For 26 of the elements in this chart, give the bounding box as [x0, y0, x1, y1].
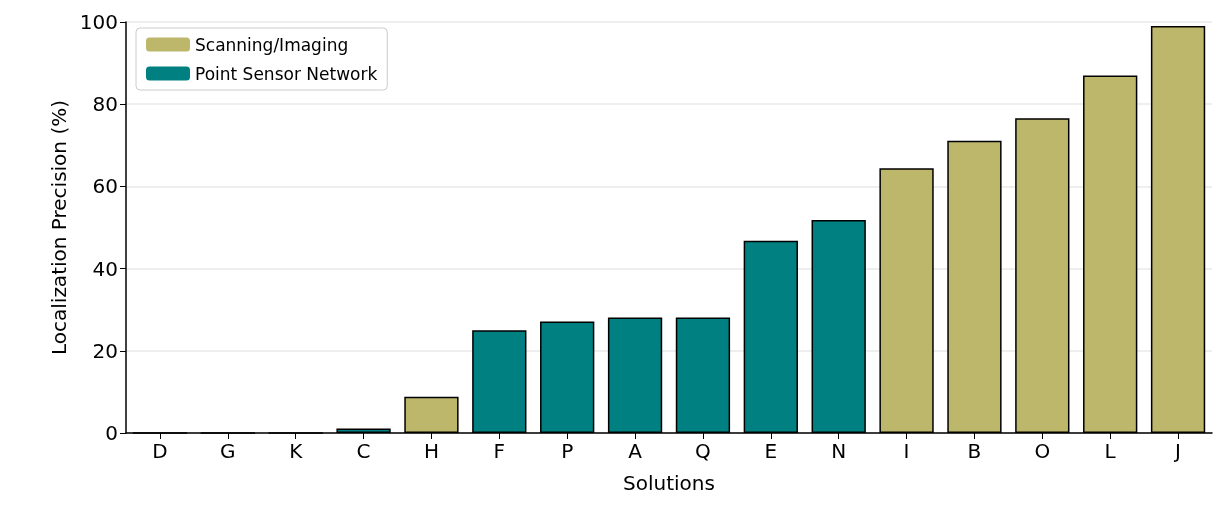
- x-tick-label: E: [764, 439, 778, 463]
- x-tick-label: C: [356, 439, 371, 463]
- x-tick-label: L: [1104, 439, 1117, 463]
- x-axis-title: Solutions: [623, 471, 715, 495]
- x-tick-label: N: [831, 439, 847, 463]
- x-tick-label: D: [152, 439, 168, 463]
- y-axis-title: Localization Precision (%): [46, 99, 71, 356]
- y-tick-label: 0: [105, 421, 118, 445]
- x-tick-label: B: [967, 439, 982, 463]
- x-tick-label: O: [1034, 439, 1051, 463]
- x-tick-label: F: [493, 439, 506, 463]
- legend-label: Scanning/Imaging: [195, 34, 349, 55]
- x-tick-label: A: [628, 439, 643, 463]
- y-tick-label: 60: [92, 174, 118, 199]
- legend-label: Point Sensor Network: [195, 63, 378, 84]
- x-tick-label: H: [423, 439, 439, 463]
- x-tick-label: Q: [695, 439, 711, 463]
- x-tick-label: I: [903, 439, 910, 463]
- x-tick-label: G: [220, 439, 236, 463]
- y-tick-label: 20: [92, 338, 118, 363]
- x-tick-label: P: [561, 439, 574, 463]
- y-tick-label: 100: [79, 10, 118, 34]
- y-tick-label: 40: [92, 256, 118, 281]
- y-tick-label: 80: [92, 92, 118, 117]
- x-tick-label: J: [1173, 439, 1182, 463]
- x-tick-label: K: [289, 439, 304, 463]
